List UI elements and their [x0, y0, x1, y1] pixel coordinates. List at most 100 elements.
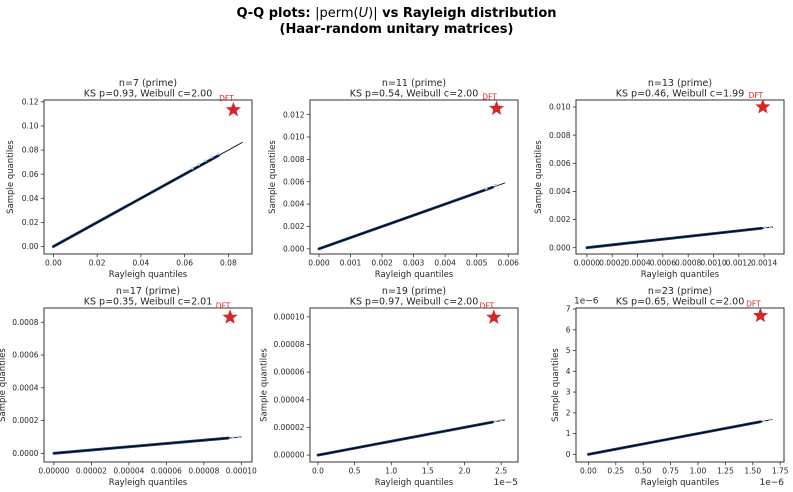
x-tick-label: 0.0006 — [650, 259, 676, 268]
x-tick-label: 0.000 — [308, 259, 330, 268]
subplot-title: n=17 (prime) — [116, 286, 180, 297]
x-tick-label: 0.0012 — [726, 259, 752, 268]
subplot-title: n=19 (prime) — [382, 286, 446, 297]
axes-frame — [309, 99, 519, 255]
x-tick-label: 1.75 — [772, 467, 789, 476]
x-tick-label: 0.02 — [89, 259, 106, 268]
dft-star-label: DFT — [746, 300, 761, 309]
y-tick-label: 0.006 — [549, 159, 571, 168]
dft-star-marker — [486, 309, 502, 324]
y-tick-label: 0.002 — [549, 215, 571, 224]
dft-star-marker — [225, 101, 242, 117]
x-tick-label: 0.5 — [349, 467, 361, 476]
x-tick-label: 0.06 — [176, 259, 193, 268]
x-axis-label: Rayleigh quantiles — [109, 270, 188, 280]
y-tick-label: 0.002 — [283, 222, 305, 231]
x-tick-label: 0.04 — [133, 259, 150, 268]
dft-star-marker — [752, 307, 769, 323]
x-axis-label: Rayleigh quantiles — [109, 478, 188, 488]
y-tick-label: 0.12 — [22, 97, 39, 106]
y-tick-label: 3 — [566, 388, 571, 397]
figure-title: Q-Q plots: |perm(U)| vs Rayleigh distrib… — [0, 6, 793, 38]
x-tick-label: 0.00008 — [188, 467, 219, 476]
subplot-subtitle: KS p=0.65, Weibull c=2.00 — [616, 297, 744, 308]
y-tick-label: 2 — [566, 408, 571, 417]
tail-scatter-point — [217, 152, 220, 156]
y-axis-label: Sample quantiles — [0, 348, 8, 422]
tail-scatter-point — [499, 418, 503, 422]
math-u-symbol: U — [358, 6, 369, 21]
subplot-title: n=13 (prime) — [648, 78, 712, 89]
x-tick-label: 0.0008 — [675, 259, 701, 268]
y-tick-label: 0 — [566, 450, 571, 459]
dft-star-marker — [222, 309, 238, 324]
x-tick-label: 0.005 — [466, 259, 488, 268]
y-axis-label: Sample quantiles — [268, 140, 278, 214]
math-perm-expression: |perm(U)| — [315, 6, 377, 21]
y-tick-label: 0.00004 — [273, 395, 304, 404]
y-tick-label: 5 — [566, 346, 571, 355]
x-tick-label: 0.00002 — [76, 467, 107, 476]
figure-title-bold-prefix: Q-Q plots: — [236, 6, 316, 21]
reference-line — [586, 226, 774, 249]
x-tick-label: 1.50 — [744, 467, 761, 476]
subplot-subtitle: KS p=0.54, Weibull c=2.00 — [350, 89, 478, 100]
tail-scatter-point — [762, 419, 766, 422]
x-tick-label: 0.006 — [497, 259, 519, 268]
subplot-subtitle: KS p=0.46, Weibull c=1.99 — [616, 89, 744, 100]
reference-line — [53, 436, 242, 454]
subplot-title: n=23 (prime) — [648, 286, 712, 297]
math-close: )| — [368, 6, 378, 21]
y-tick-label: 0.010 — [283, 133, 305, 142]
axes-frame — [43, 307, 253, 463]
x-tick-label: 0.00004 — [113, 467, 144, 476]
tail-scatter-point — [494, 183, 497, 187]
y-tick-label: 0.000 — [283, 244, 305, 253]
y-tick-label: 0.000 — [549, 243, 571, 252]
y-axis-label: Sample quantiles — [260, 348, 270, 422]
subplot-n-13-prime: n=13 (prime)KS p=0.46, Weibull c=1.99 0.0… — [534, 78, 785, 280]
subplot-subtitle: KS p=0.35, Weibull c=2.01 — [84, 297, 212, 308]
x-tick-label: 0.003 — [403, 259, 425, 268]
x-tick-label: 0.0004 — [624, 259, 650, 268]
x-tick-label: 1.25 — [717, 467, 734, 476]
dft-star-label: DFT — [216, 301, 231, 310]
y-tick-label: 0.00002 — [273, 423, 304, 432]
y-tick-label: 0.00010 — [273, 312, 304, 321]
subplot-subtitle: KS p=0.97, Weibull c=2.00 — [350, 297, 478, 308]
x-tick-label: 0.0000 — [574, 259, 600, 268]
tail-scatter-point — [210, 155, 214, 159]
y-tick-label: 0.0006 — [12, 351, 38, 360]
dft-star-label: DFT — [480, 301, 495, 310]
dft-star-label: DFT — [749, 91, 764, 100]
x-axis-label: Rayleigh quantiles — [375, 478, 454, 488]
tail-scatter-point — [237, 435, 240, 439]
reference-line — [317, 419, 505, 456]
tail-scatter-point — [769, 225, 772, 229]
y-tick-label: 0.010 — [549, 103, 571, 112]
axes-frame — [575, 99, 785, 255]
y-tick-label: 7 — [566, 305, 571, 314]
y-axis-label: Sample quantiles — [6, 140, 16, 214]
x-tick-label: 0.001 — [340, 259, 362, 268]
subplot-n-11-prime: n=11 (prime)KS p=0.54, Weibull c=2.00 0.0… — [268, 78, 519, 280]
x-tick-label: 0.00006 — [151, 467, 182, 476]
x-offset-label: 1e−5 — [493, 478, 518, 488]
axes-frame — [43, 99, 253, 255]
x-tick-label: 0.00 — [45, 259, 62, 268]
y-tick-label: 0.00000 — [273, 451, 304, 460]
y-tick-label: 0.08 — [22, 146, 39, 155]
x-tick-label: 0.25 — [607, 467, 624, 476]
subplot-n-23-prime: n=23 (prime)KS p=0.65, Weibull c=2.00 0.0… — [551, 286, 789, 488]
reference-line — [53, 141, 243, 247]
y-tick-label: 0.008 — [549, 131, 571, 140]
tail-scatter-point — [197, 163, 201, 166]
dft-star-label: DFT — [219, 94, 234, 103]
x-tick-label: 0.00010 — [226, 467, 257, 476]
y-tick-label: 0.04 — [22, 194, 39, 203]
subplot-n-17-prime: n=17 (prime)KS p=0.35, Weibull c=2.01 0.0… — [0, 286, 257, 488]
x-tick-label: 0.08 — [220, 259, 237, 268]
y-tick-label: 0.012 — [283, 110, 305, 119]
y-tick-label: 0.0002 — [12, 416, 38, 425]
